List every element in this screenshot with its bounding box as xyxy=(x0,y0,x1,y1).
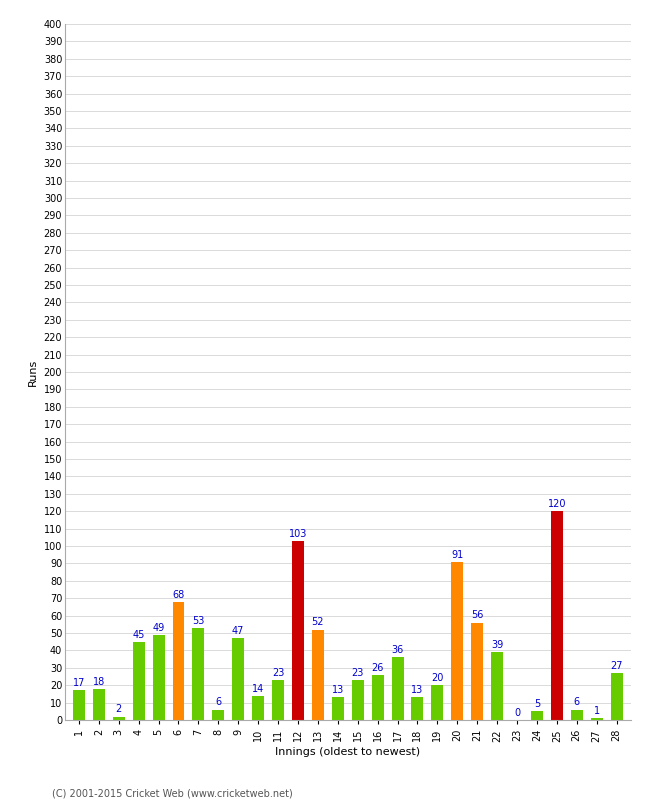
Text: 18: 18 xyxy=(93,677,105,686)
Text: 5: 5 xyxy=(534,699,540,710)
Bar xyxy=(192,628,204,720)
Bar xyxy=(531,711,543,720)
Text: 17: 17 xyxy=(73,678,85,688)
Bar xyxy=(352,680,364,720)
Bar xyxy=(73,690,85,720)
Bar xyxy=(133,642,145,720)
Text: 14: 14 xyxy=(252,683,265,694)
Text: 36: 36 xyxy=(391,646,404,655)
Y-axis label: Runs: Runs xyxy=(28,358,38,386)
Text: 6: 6 xyxy=(574,698,580,707)
Bar xyxy=(232,638,244,720)
X-axis label: Innings (oldest to newest): Innings (oldest to newest) xyxy=(275,747,421,757)
Bar xyxy=(411,698,423,720)
Text: 45: 45 xyxy=(133,630,145,640)
Text: 52: 52 xyxy=(311,618,324,627)
Text: 68: 68 xyxy=(172,590,185,599)
Text: 20: 20 xyxy=(431,673,443,683)
Text: 120: 120 xyxy=(547,499,566,509)
Bar xyxy=(610,673,623,720)
Bar xyxy=(312,630,324,720)
Text: 26: 26 xyxy=(371,662,384,673)
Bar xyxy=(471,622,483,720)
Text: 23: 23 xyxy=(352,668,364,678)
Bar xyxy=(153,634,164,720)
Text: 91: 91 xyxy=(451,550,463,559)
Bar xyxy=(93,689,105,720)
Text: 1: 1 xyxy=(593,706,600,716)
Bar xyxy=(591,718,603,720)
Bar xyxy=(451,562,463,720)
Text: 23: 23 xyxy=(272,668,284,678)
Text: 0: 0 xyxy=(514,708,520,718)
Bar xyxy=(571,710,582,720)
Text: 13: 13 xyxy=(332,686,344,695)
Bar xyxy=(491,652,503,720)
Text: (C) 2001-2015 Cricket Web (www.cricketweb.net): (C) 2001-2015 Cricket Web (www.cricketwe… xyxy=(52,788,292,798)
Bar xyxy=(391,658,404,720)
Text: 13: 13 xyxy=(411,686,424,695)
Bar xyxy=(551,511,563,720)
Bar xyxy=(172,602,185,720)
Bar xyxy=(213,710,224,720)
Text: 53: 53 xyxy=(192,616,205,626)
Text: 56: 56 xyxy=(471,610,484,621)
Bar xyxy=(372,674,383,720)
Text: 49: 49 xyxy=(153,622,164,633)
Bar xyxy=(252,696,264,720)
Text: 47: 47 xyxy=(232,626,244,636)
Bar xyxy=(272,680,284,720)
Bar xyxy=(292,541,304,720)
Text: 27: 27 xyxy=(610,661,623,671)
Text: 103: 103 xyxy=(289,529,307,538)
Text: 39: 39 xyxy=(491,640,503,650)
Bar xyxy=(432,685,443,720)
Bar xyxy=(332,698,344,720)
Text: 6: 6 xyxy=(215,698,222,707)
Bar xyxy=(113,717,125,720)
Text: 2: 2 xyxy=(116,705,122,714)
